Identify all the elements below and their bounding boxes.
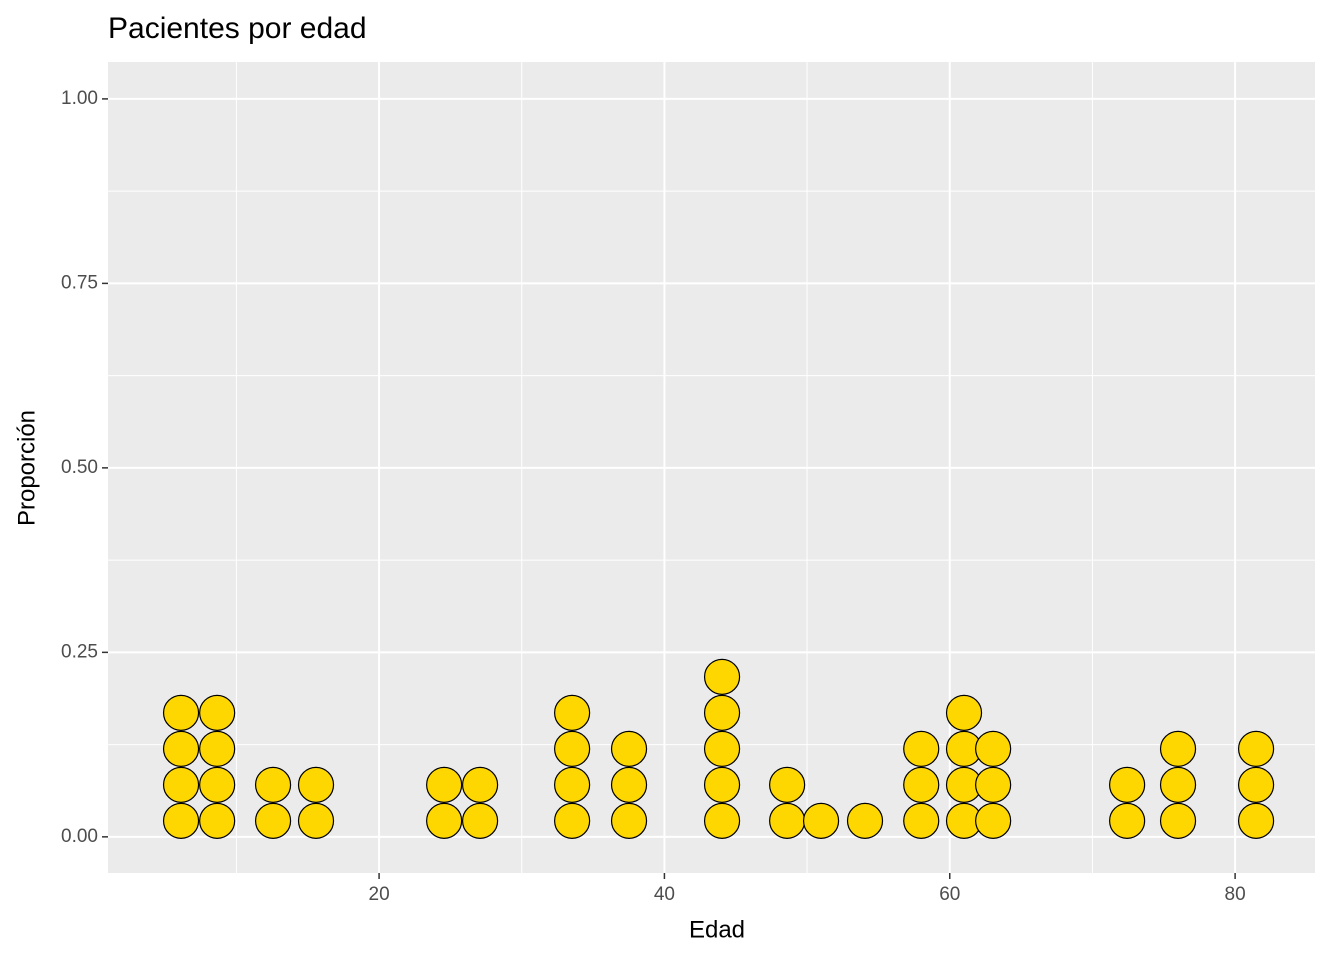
y-tick-label: 0.25 xyxy=(61,641,98,662)
dot xyxy=(554,694,591,731)
dot xyxy=(162,730,200,767)
dot xyxy=(254,802,292,839)
dot xyxy=(903,802,940,839)
dot xyxy=(802,802,840,839)
dot xyxy=(461,802,499,839)
dot xyxy=(975,766,1012,803)
dot xyxy=(162,694,200,731)
dot xyxy=(199,694,236,731)
dot xyxy=(1109,766,1146,803)
dot xyxy=(703,730,741,767)
dot xyxy=(199,766,236,803)
dot xyxy=(610,766,648,803)
dot xyxy=(703,694,741,731)
dot xyxy=(610,802,648,839)
dot xyxy=(975,802,1012,839)
dot xyxy=(199,802,236,839)
dot xyxy=(975,730,1012,767)
x-tick-label: 40 xyxy=(654,884,675,905)
dot xyxy=(703,766,741,803)
y-tick-label: 0.75 xyxy=(61,272,98,293)
x-tick-label: 20 xyxy=(369,884,390,905)
dot xyxy=(1159,730,1197,767)
dot xyxy=(162,802,200,839)
dot xyxy=(769,766,806,803)
dot xyxy=(1237,766,1275,803)
chart-title: Pacientes por edad xyxy=(108,12,367,45)
y-tick-label: 0.00 xyxy=(61,826,98,847)
x-axis-label: Edad xyxy=(689,916,745,943)
x-tick-label: 80 xyxy=(1225,884,1246,905)
dot xyxy=(703,802,741,839)
dot xyxy=(554,766,591,803)
dot xyxy=(554,730,591,767)
dot xyxy=(903,766,940,803)
dot xyxy=(1237,802,1275,839)
y-tick-label: 1.00 xyxy=(61,88,98,109)
dot xyxy=(254,766,292,803)
dot xyxy=(199,730,236,767)
dot xyxy=(426,802,463,839)
dot xyxy=(297,802,335,839)
dot xyxy=(1159,802,1197,839)
dot xyxy=(610,730,648,767)
dot xyxy=(769,802,806,839)
dot xyxy=(1237,730,1275,767)
dot xyxy=(1159,766,1197,803)
dot xyxy=(1109,802,1146,839)
dot xyxy=(461,766,499,803)
x-tick-label: 60 xyxy=(939,884,960,905)
dot xyxy=(162,766,200,803)
dot xyxy=(846,802,884,839)
dot xyxy=(703,658,741,695)
dot xyxy=(426,766,463,803)
dot xyxy=(297,766,335,803)
y-tick-label: 0.50 xyxy=(61,457,98,478)
y-axis-label: Proporción xyxy=(13,410,40,526)
dot xyxy=(903,730,940,767)
dot xyxy=(554,802,591,839)
dot xyxy=(945,694,983,731)
